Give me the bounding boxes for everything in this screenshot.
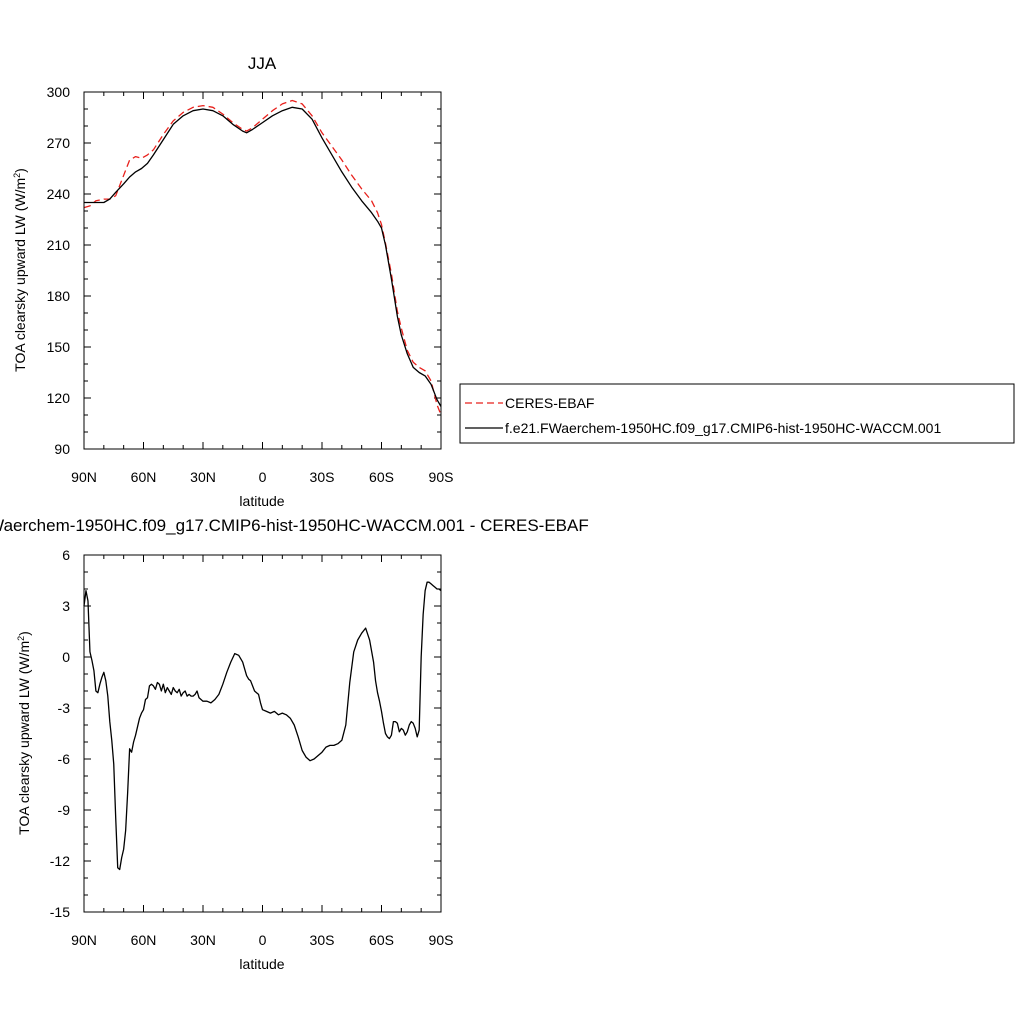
top-axis-ticks bbox=[83, 91, 442, 450]
bottom-x-tick-label: 60N bbox=[131, 932, 157, 948]
bottom-x-tick-label: 0 bbox=[259, 932, 267, 948]
bottom-y-tick-label: 3 bbox=[62, 598, 70, 614]
bottom-y-tick-label: 6 bbox=[62, 547, 70, 563]
bottom-y-axis-title-close: ) bbox=[16, 631, 32, 636]
bottom-x-tick-label: 30S bbox=[310, 932, 335, 948]
bottom-y-tick-label: -3 bbox=[58, 700, 71, 716]
chart-legend: CERES-EBAF f.e21.FWaerchem-1950HC.f09_g1… bbox=[459, 383, 1015, 444]
bottom-y-axis-title-main: TOA clearsky upward LW (W/m bbox=[16, 641, 32, 835]
bottom-panel: f.e21.FWaerchem-1950HC.f09_g17.CMIP6-his… bbox=[0, 516, 589, 972]
top-y-tick-labels: 90 120 150 180 210 240 270 300 bbox=[47, 84, 71, 457]
top-panel: JJA 90 120 150 180 210 240 270 300 90N 60N 30N 0 30… bbox=[12, 54, 453, 509]
bottom-series-line-0 bbox=[83, 581, 442, 871]
top-x-tick-label: 0 bbox=[259, 469, 267, 485]
top-series-layer bbox=[83, 99, 442, 416]
top-x-axis-title: latitude bbox=[239, 493, 284, 509]
top-x-tick-label: 30N bbox=[190, 469, 216, 485]
top-series-line-1 bbox=[84, 106, 442, 407]
top-y-axis-title-sup: 2 bbox=[12, 173, 22, 178]
bottom-y-tick-label: -12 bbox=[50, 853, 70, 869]
top-y-tick-label: 120 bbox=[47, 390, 71, 406]
bottom-y-tick-label: -6 bbox=[58, 751, 71, 767]
top-y-axis-title-close: ) bbox=[12, 168, 28, 173]
top-x-tick-label: 60N bbox=[131, 469, 157, 485]
top-y-tick-label: 180 bbox=[47, 288, 71, 304]
top-y-tick-label: 210 bbox=[47, 237, 71, 253]
top-x-tick-label: 30S bbox=[310, 469, 335, 485]
top-y-tick-label: 300 bbox=[47, 84, 71, 100]
bottom-y-tick-labels: -15 -12 -9 -6 -3 0 3 6 bbox=[50, 547, 70, 920]
bottom-y-axis-title-sup: 2 bbox=[16, 636, 26, 641]
bottom-axis-ticks bbox=[83, 554, 442, 913]
top-series-line-0 bbox=[83, 99, 442, 416]
bottom-y-tick-label: 0 bbox=[62, 649, 70, 665]
bottom-x-tick-labels: 90N 60N 30N 0 30S 60S 90S bbox=[71, 932, 453, 948]
bottom-x-tick-label: 90S bbox=[429, 932, 454, 948]
bottom-plot-frame bbox=[83, 554, 442, 913]
bottom-x-tick-label: 90N bbox=[71, 932, 97, 948]
top-plot-frame bbox=[83, 91, 442, 450]
top-y-tick-label: 90 bbox=[54, 441, 70, 457]
top-x-tick-label: 60S bbox=[369, 469, 394, 485]
bottom-y-axis-title: TOA clearsky upward LW (W/m2) bbox=[16, 631, 32, 835]
top-plot-title: JJA bbox=[248, 54, 277, 73]
bottom-plot-title: f.e21.FWaerchem-1950HC.f09_g17.CMIP6-his… bbox=[0, 516, 589, 535]
legend-label-ceres-ebaf: CERES-EBAF bbox=[505, 395, 594, 411]
top-y-tick-label: 150 bbox=[47, 339, 71, 355]
legend-label-model: f.e21.FWaerchem-1950HC.f09_g17.CMIP6-his… bbox=[505, 420, 941, 436]
top-y-axis-title-main: TOA clearsky upward LW (W/m bbox=[12, 178, 28, 372]
bottom-y-tick-label: -9 bbox=[58, 802, 71, 818]
top-y-tick-label: 270 bbox=[47, 135, 71, 151]
top-y-tick-label: 240 bbox=[47, 186, 71, 202]
top-x-tick-labels: 90N 60N 30N 0 30S 60S 90S bbox=[71, 469, 453, 485]
top-y-axis-title: TOA clearsky upward LW (W/m2) bbox=[12, 168, 28, 372]
bottom-series-layer bbox=[83, 581, 442, 871]
bottom-x-tick-label: 30N bbox=[190, 932, 216, 948]
top-x-tick-label: 90N bbox=[71, 469, 97, 485]
bottom-y-tick-label: -15 bbox=[50, 904, 70, 920]
bottom-x-axis-title: latitude bbox=[239, 956, 284, 972]
top-x-tick-label: 90S bbox=[429, 469, 454, 485]
bottom-x-tick-label: 60S bbox=[369, 932, 394, 948]
legend-box bbox=[459, 383, 1015, 444]
